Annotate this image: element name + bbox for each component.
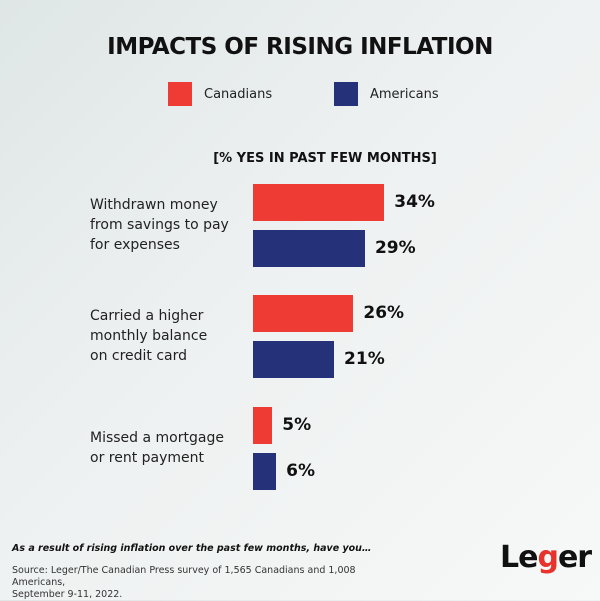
legend-swatch-americans bbox=[334, 82, 358, 106]
data-label-americans: 6% bbox=[286, 461, 316, 481]
logo-text-1: Le bbox=[500, 540, 538, 575]
category-label-line: Withdrawn money bbox=[90, 197, 218, 213]
legend-label-canadians: Canadians bbox=[204, 86, 273, 102]
legend-swatch-canadians bbox=[168, 82, 192, 106]
category-label-line: or rent payment bbox=[90, 450, 205, 466]
bar-canadians bbox=[253, 295, 354, 332]
category-label-line: for expenses bbox=[90, 237, 180, 253]
bar-canadians bbox=[253, 184, 385, 221]
legend-item-canadians: Canadians bbox=[168, 82, 272, 106]
category-label: Carried a higher monthly balance on credit… bbox=[90, 306, 250, 366]
data-label-canadians: 26% bbox=[363, 303, 405, 323]
bar-americans bbox=[253, 341, 335, 378]
logo-text-g: g bbox=[537, 540, 559, 575]
legend-item-americans: Americans bbox=[334, 82, 439, 106]
survey-question: As a result of rising inflation over the… bbox=[12, 543, 372, 554]
category-label: Missed a mortgage or rent payment bbox=[90, 428, 250, 468]
category-label: Withdrawn money from savings to pay for ex… bbox=[90, 195, 250, 255]
category-label-line: on credit card bbox=[90, 348, 188, 364]
data-label-canadians: 34% bbox=[394, 192, 435, 212]
category-label-line: Carried a higher bbox=[90, 308, 204, 324]
source-line-2: September 9-11, 2022. bbox=[12, 589, 123, 600]
logo-text-2: er bbox=[557, 540, 592, 575]
legend-label-americans: Americans bbox=[370, 86, 439, 102]
leger-logo: Leger bbox=[500, 540, 592, 575]
category-label-line: from savings to pay bbox=[90, 217, 229, 233]
category-label-line: Missed a mortgage bbox=[90, 430, 224, 446]
bar-canadians bbox=[253, 407, 273, 444]
bar-americans bbox=[253, 453, 277, 490]
source-line-1: Source: Leger/The Canadian Press survey … bbox=[12, 565, 356, 588]
category-label-line: monthly balance bbox=[90, 328, 208, 344]
data-label-canadians: 5% bbox=[282, 415, 312, 435]
chart-title: IMPACTS OF RISING INFLATION bbox=[107, 34, 493, 60]
bar-americans bbox=[253, 230, 365, 267]
data-label-americans: 21% bbox=[344, 349, 385, 369]
data-label-americans: 29% bbox=[374, 238, 416, 258]
source-note: Source: Leger/The Canadian Press survey … bbox=[12, 565, 392, 601]
chart-subtitle: [% YES IN PAST FEW MONTHS] bbox=[213, 151, 437, 166]
